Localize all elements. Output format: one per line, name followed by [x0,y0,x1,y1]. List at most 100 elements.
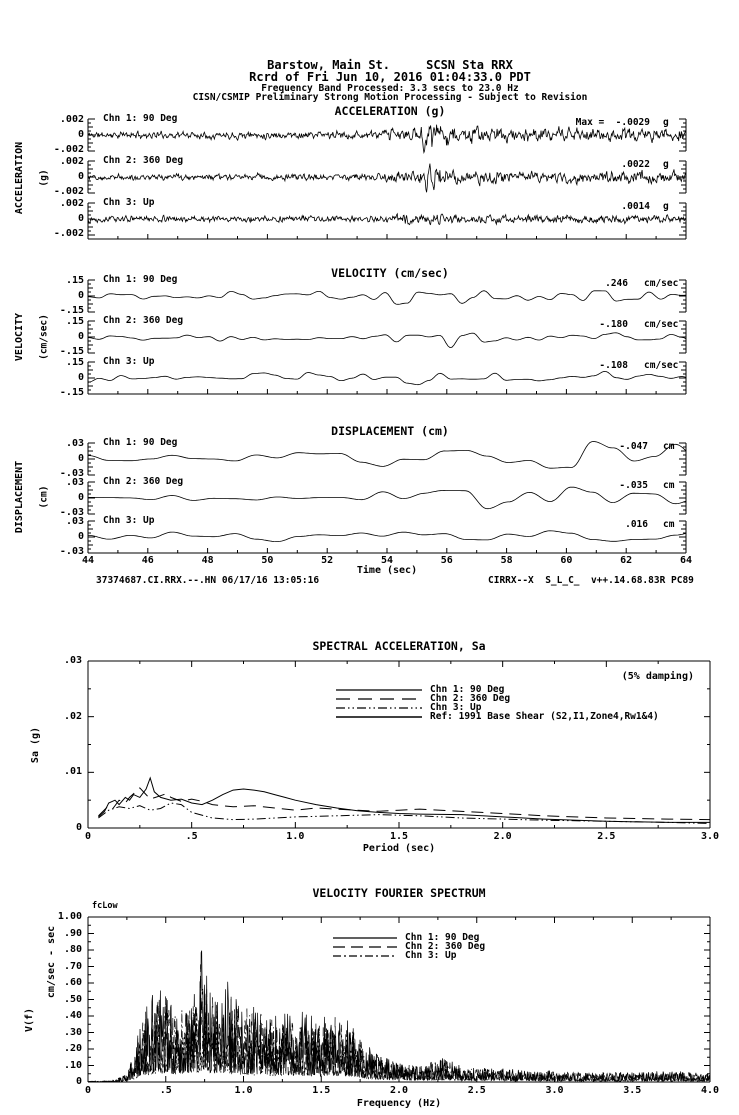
sa-x-axis-label: Period (sec) [362,843,436,854]
y-tick-label: 0 [75,822,82,833]
fourier-corner-label: fcLow [92,901,118,911]
waveform-trace-displacement-chn3 [87,530,687,542]
channel-label: Chn 1: 90 Deg [103,274,178,285]
sa-damping-note: (5% damping) [621,671,694,682]
peak-unit: g [663,117,669,128]
peak-value: .0014 [621,201,650,212]
y-tick-label: .90 [63,927,82,939]
sa-curve-chn3 [98,802,711,824]
y-tick-label: .30 [63,1026,82,1038]
x-tick-label: 62 [620,555,633,566]
frequency-band-note: Frequency Band Processed: 3.3 secs to 23… [261,83,519,94]
y-tick-label: 0 [77,372,84,383]
y-tick-label: .15 [65,275,84,286]
velocity-side-unit: (cm/sec) [38,314,50,360]
x-tick-label: 54 [380,555,394,566]
displacement-side-label: DISPLACEMENT [14,460,25,534]
channel-label: Chn 3: Up [103,515,155,526]
peak-unit: g [663,159,669,170]
channel-label: Chn 2: 360 Deg [103,155,184,166]
y-tick-label: .15 [65,357,84,368]
peak-value: -.047 [619,441,648,452]
x-tick-label: 0 [84,1085,92,1096]
y-tick-label: -.15 [59,346,84,357]
y-tick-label: 0 [77,171,84,182]
y-tick-label: -.002 [53,228,84,239]
sa-legend-label-chn1: Chn 1: 90 Deg [430,684,505,695]
x-tick-label: 0 [84,831,92,842]
y-tick-label: -.15 [59,387,84,398]
x-tick-label: 2.0 [389,1085,409,1096]
record-datetime: Rcrd of Fri Jun 10, 2016 01:04:33.0 PDT [249,70,531,84]
x-tick-label: 1.5 [312,1085,331,1096]
fourier-spectrum-chn3 [87,994,711,1083]
peak-unit: cm/sec [644,278,679,289]
x-tick-label: 3.5 [623,1085,642,1096]
y-tick-label: .10 [63,1059,82,1071]
fourier-title: VELOCITY FOURIER SPECTRUM [312,886,486,900]
peak-value: Max = -.0029 [575,117,650,128]
sa-y-axis-label: Sa (g) [30,726,41,764]
processing-disclaimer: CISN/CSMIP Preliminary Strong Motion Pro… [192,92,588,103]
displacement-title: DISPLACEMENT (cm) [331,424,449,438]
peak-unit: cm [663,519,675,530]
x-tick-label: 1.0 [286,831,305,842]
y-tick-label: .60 [63,977,82,988]
y-tick-label: -.03 [59,468,84,479]
acceleration-title: ACCELERATION (g) [334,104,446,118]
sa-legend-label-chn2: Chn 2: 360 Deg [430,693,511,704]
peak-unit: cm/sec [644,319,679,330]
x-tick-label: 2.0 [493,831,512,842]
fourier-y-axis-label: V(f) [24,1007,35,1033]
peak-unit: g [663,201,669,212]
x-tick-label: 3.0 [700,831,720,842]
y-tick-label: .002 [59,198,84,209]
x-tick-label: 60 [560,555,573,566]
x-tick-label: 2.5 [597,831,616,842]
y-tick-label: .002 [59,156,84,167]
x-tick-label: 50 [261,555,274,566]
x-tick-label: 2.5 [467,1085,486,1096]
peak-value: -.180 [599,319,628,330]
y-tick-label: 0 [77,290,84,301]
x-tick-label: 1.0 [234,1085,253,1096]
y-tick-label: 0 [77,129,84,140]
x-tick-label: .5 [185,831,198,842]
fourier-spectrum-chn1 [87,950,711,1083]
y-tick-label: .03 [65,438,84,449]
y-tick-label: -.15 [59,305,84,316]
x-tick-label: 58 [500,555,513,566]
y-tick-label: .50 [63,993,82,1005]
y-tick-label: .01 [63,766,82,778]
y-tick-label: .70 [63,960,82,972]
y-tick-label: .03 [65,477,84,488]
waveform-trace-velocity-chn2 [87,332,687,349]
channel-label: Chn 2: 360 Deg [103,315,184,326]
fourier-spectrum-chn2 [87,964,711,1083]
y-tick-label: .20 [63,1043,82,1054]
y-tick-label: .15 [65,316,84,327]
channel-label: Chn 1: 90 Deg [103,437,178,448]
velocity-title: VELOCITY (cm/sec) [331,266,449,280]
channel-label: Chn 3: Up [103,197,155,208]
x-tick-label: 52 [321,555,334,566]
y-tick-label: -.03 [59,507,84,518]
processing-id-footer: CIRRX--X S_L_C_ v++.14.68.83R PC89 [488,575,694,586]
sa-legend-label-chn3: Chn 3: Up [430,702,482,713]
time-axis-label: Time (sec) [356,565,418,576]
sa-curve-chn2 [98,787,711,821]
x-tick-label: 64 [679,555,693,566]
y-tick-label: 1.00 [57,911,82,922]
waveform-trace-displacement-chn2 [88,486,687,510]
sa-title: SPECTRAL ACCELERATION, Sa [312,639,486,653]
y-tick-label: 0 [77,331,84,342]
fourier-x-axis-label: Frequency (Hz) [356,1098,442,1109]
channel-label: Chn 2: 360 Deg [103,476,184,487]
y-tick-label: .02 [63,710,82,722]
y-tick-label: -.03 [59,546,84,557]
displacement-side-unit: (cm) [38,485,50,509]
waveform-trace-velocity-chn3 [87,370,687,386]
y-tick-label: .40 [63,1010,82,1021]
x-tick-label: 1.5 [389,831,409,842]
